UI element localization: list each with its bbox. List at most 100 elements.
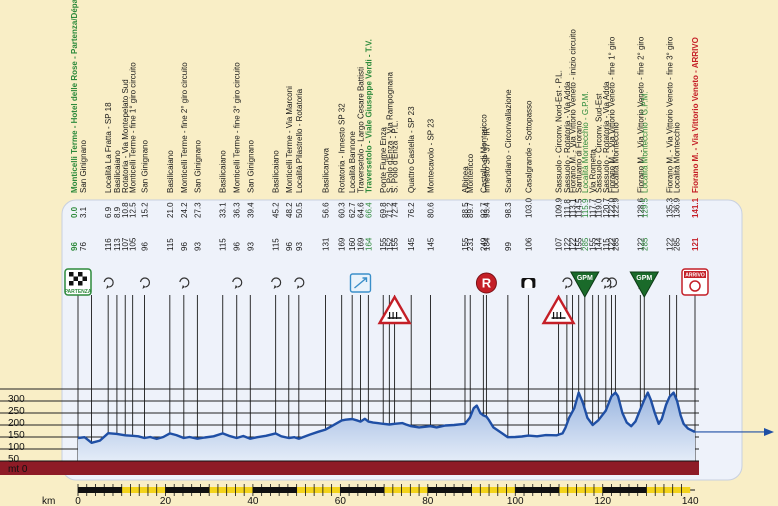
point-altitude: 285 xyxy=(611,237,620,251)
point-altitude: 115 xyxy=(602,238,611,251)
point-km: 0.0 xyxy=(70,206,79,218)
finish-icon: ARRIVO xyxy=(681,268,709,296)
point-altitude: 105 xyxy=(129,237,138,251)
arrow-head-icon xyxy=(764,427,774,436)
point-altitude: 155 xyxy=(575,237,584,251)
point-km: 93.4 xyxy=(482,202,491,218)
x-axis-label: km xyxy=(42,496,55,506)
point-place: Basilicaiano xyxy=(272,150,281,193)
roundabout-icon xyxy=(103,277,114,289)
point-km: 122.9 xyxy=(611,197,620,218)
point-altitude: 96 xyxy=(285,242,294,251)
point-altitude: 122 xyxy=(636,237,645,251)
finish-label: ARRIVO xyxy=(685,273,705,279)
point-place: Fiorano M. - Via Vittorio Veneto - ARRIV… xyxy=(691,37,700,193)
kom-label: GPM xyxy=(636,275,652,282)
point-place: Monticelli Terme - fine 1° giro circuito xyxy=(129,62,138,193)
point-altitude: 106 xyxy=(524,237,533,251)
point-place: Località La Fratta - SP 18 xyxy=(104,102,113,193)
y-tick-label: 50 xyxy=(8,454,20,465)
point-km: 113.1 xyxy=(569,198,578,218)
point-km: 15.2 xyxy=(140,202,149,218)
point-km: 6.9 xyxy=(104,206,113,218)
point-place: Albinea xyxy=(461,166,470,193)
y-tick-label: 100 xyxy=(8,442,25,453)
point-km: 39.4 xyxy=(246,202,255,218)
point-place: Basilicaiano xyxy=(219,150,228,193)
x-axis-segment xyxy=(646,487,691,493)
point-km: 92.7 xyxy=(479,202,488,218)
kom-label: GPM xyxy=(577,275,593,282)
point-altitude: 107 xyxy=(555,237,564,251)
x-tick-label: 80 xyxy=(422,496,434,506)
point-km: 64.6 xyxy=(356,202,365,218)
point-km: 71.2 xyxy=(385,202,394,218)
roundabout-icon xyxy=(271,277,282,289)
point-altitude: 99 xyxy=(504,242,513,251)
point-altitude: 285 xyxy=(581,237,590,251)
x-tick-label: 20 xyxy=(160,496,172,506)
point-place: Località Montecchio - G.P.M. xyxy=(640,91,649,193)
roundabout-icon xyxy=(139,277,151,289)
point-km: 69.8 xyxy=(379,202,388,218)
point-place: Sassuolo - Rotatoria - Via Adda xyxy=(563,81,572,193)
point-km: 128.6 xyxy=(636,197,645,218)
x-axis-segment xyxy=(427,487,472,493)
x-axis-segment xyxy=(515,487,560,493)
y-tick-label: 200 xyxy=(8,418,25,429)
point-place: Ponte Fiume Enza xyxy=(379,127,388,193)
point-altitude: 285 xyxy=(640,237,649,251)
point-place: Quattro Castella - SP 23 xyxy=(407,106,416,193)
point-place: Fiorano M. - Via Vittorio Veneto - fine … xyxy=(666,36,675,193)
point-place: Basilicaiano xyxy=(113,150,122,193)
point-place: Località Montecchio - G.P.M. xyxy=(581,91,590,193)
point-altitude: 96 xyxy=(70,242,79,251)
point-km: 66.4 xyxy=(364,202,373,218)
point-place: Santuario di Fiorano xyxy=(575,120,584,193)
x-tick-label: 120 xyxy=(594,496,611,506)
point-km: 50.5 xyxy=(295,202,304,218)
x-axis-segment xyxy=(340,487,385,493)
x-axis-segment xyxy=(165,487,210,493)
point-place: Basilicaiano xyxy=(166,150,175,193)
x-axis-segment xyxy=(78,487,122,493)
point-altitude: 113 xyxy=(113,238,122,251)
point-place: Via Rometta xyxy=(589,149,598,193)
point-altitude: 96 xyxy=(233,242,242,251)
point-altitude: 231 xyxy=(466,237,475,251)
x-tick-label: 40 xyxy=(247,496,259,506)
point-place: San Ginignano xyxy=(79,140,88,193)
point-place: Monticelli Terme - Via Marconi xyxy=(285,86,294,193)
point-altitude: 115 xyxy=(166,238,175,251)
point-place: Località Bannone xyxy=(348,131,357,193)
point-place: Sassuolo - Circonv. Sud-Est xyxy=(594,93,603,193)
point-km: 56.6 xyxy=(321,202,330,218)
point-altitude: 164 xyxy=(364,237,373,251)
point-km: 117.7 xyxy=(589,198,598,218)
point-place: Montecavolo - SP 23 xyxy=(426,118,435,193)
point-altitude: 121 xyxy=(691,237,700,251)
profile-area xyxy=(78,392,695,461)
x-tick-label: 140 xyxy=(682,496,699,506)
point-km: 114.5 xyxy=(575,198,584,218)
point-altitude: 131 xyxy=(321,237,330,251)
start-flag-icon: PARTENZA xyxy=(64,268,92,296)
point-place: S. Polo d'Enza - P.L. xyxy=(391,120,400,193)
point-altitude: 145 xyxy=(407,237,416,251)
x-axis-segment xyxy=(384,487,428,493)
profile-line xyxy=(77,391,696,444)
point-altitude: 155 xyxy=(461,237,470,251)
point-altitude: 144 xyxy=(594,237,603,251)
point-km: 45.2 xyxy=(272,202,281,218)
point-km: 3.1 xyxy=(79,206,88,218)
point-km: 119.0 xyxy=(594,198,603,218)
roundabout-icon xyxy=(232,277,243,289)
point-km: 111.8 xyxy=(563,199,572,218)
point-km: 62.7 xyxy=(348,202,357,218)
point-place: Località Pilastrello - Rotatoria xyxy=(295,88,304,193)
point-km: 122.0 xyxy=(607,197,616,218)
point-place: Sassuolo - Circonv. Nord-Est - P.L. xyxy=(555,70,564,193)
point-km: 48.2 xyxy=(285,202,294,218)
